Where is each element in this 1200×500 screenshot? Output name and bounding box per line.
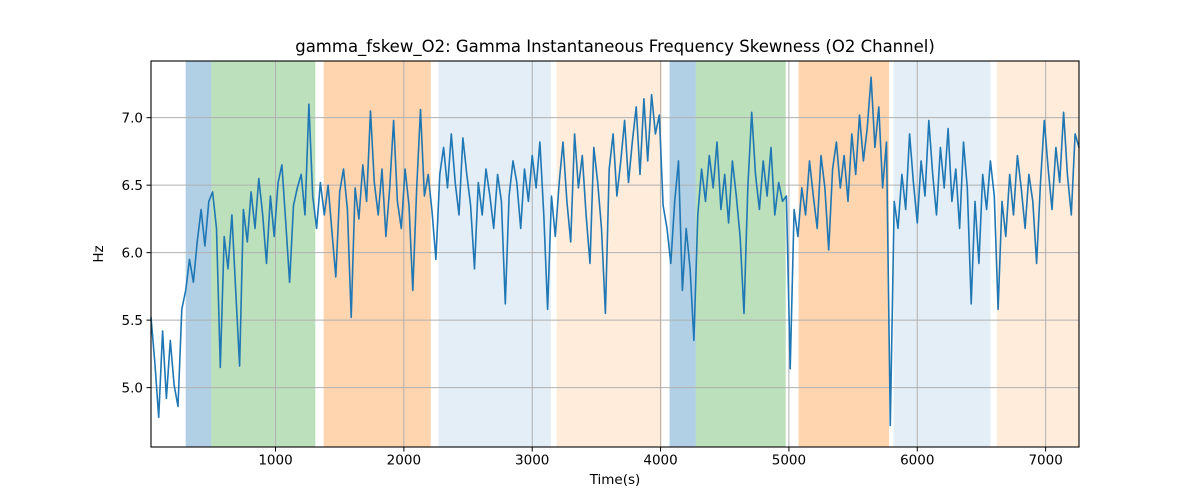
stage-band-3: [438, 61, 551, 447]
stage-band-9: [996, 61, 1079, 447]
x-tick-label-3000: 3000: [515, 453, 549, 469]
y-tick-label-7: 7.0: [122, 110, 143, 126]
x-tick-label-2000: 2000: [387, 453, 421, 469]
stage-band-7: [798, 61, 890, 447]
x-tick-label-5000: 5000: [772, 453, 806, 469]
y-tick-label-6: 6.0: [122, 245, 143, 261]
x-tick-label-7000: 7000: [1028, 453, 1062, 469]
plot-border: [150, 60, 1080, 448]
stage-band-0: [185, 61, 212, 447]
y-tick-label-5.5: 5.5: [122, 313, 143, 329]
stage-band-2: [323, 61, 431, 447]
x-tick-label-4000: 4000: [643, 453, 677, 469]
stage-band-5: [669, 61, 696, 447]
y-axis-label: Hz: [91, 245, 107, 262]
stage-band-8: [893, 61, 991, 447]
x-tick-label-6000: 6000: [900, 453, 934, 469]
chart-title: gamma_fskew_O2: Gamma Instantaneous Freq…: [295, 37, 935, 57]
x-axis-label: Time(s): [589, 472, 641, 488]
signal-line: [150, 76, 1080, 427]
y-tick-label-5: 5.0: [122, 380, 143, 396]
x-tick-label-1000: 1000: [258, 453, 292, 469]
stage-band-4: [556, 61, 662, 447]
y-tick-label-6.5: 6.5: [122, 178, 143, 194]
